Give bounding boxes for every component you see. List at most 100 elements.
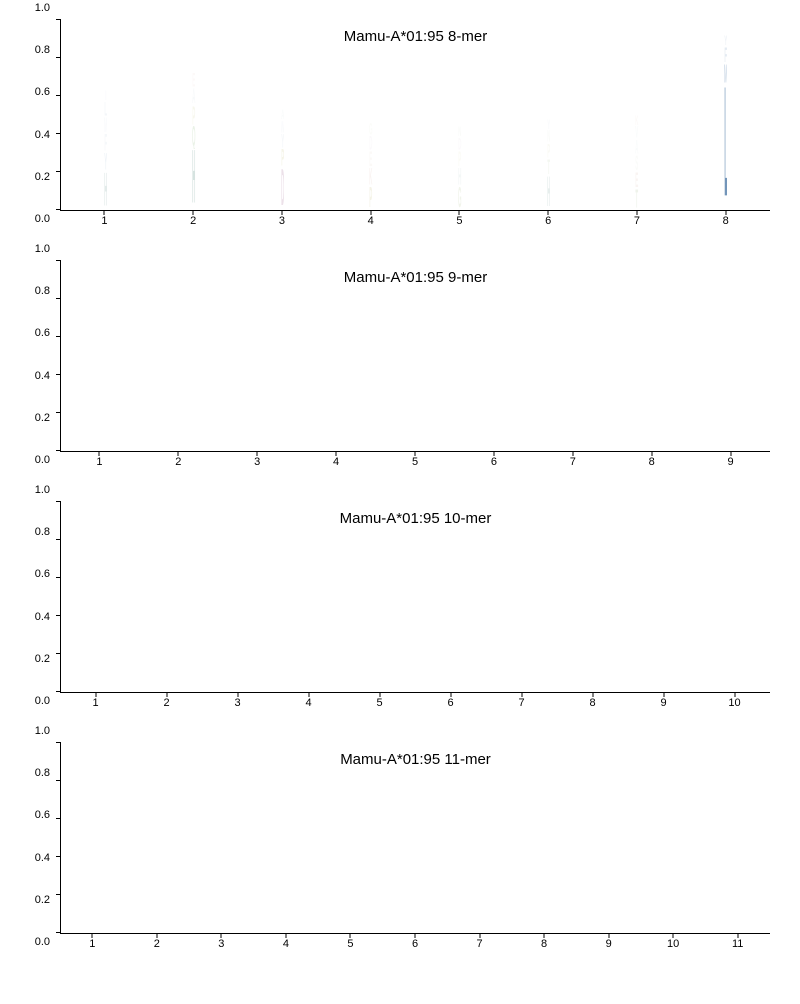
residue-D: D bbox=[281, 168, 285, 210]
x-tick-label: 1 bbox=[89, 938, 95, 950]
x-tick-label: 7 bbox=[570, 456, 576, 468]
residue-N: N bbox=[458, 126, 462, 137]
plot-area: Mamu-A*01:95 8-mer H Y F M L I H Q P A E… bbox=[60, 20, 770, 211]
x-axis: 123456789 bbox=[60, 452, 770, 472]
logo-panel-11mer: 0.00.20.40.60.81.0Mamu-A*01:95 11-mer H … bbox=[20, 743, 780, 954]
residue-D: D bbox=[458, 138, 462, 151]
residue-N: N bbox=[547, 130, 551, 143]
svg-text:P: P bbox=[370, 187, 373, 210]
residue-T: T bbox=[635, 189, 639, 210]
svg-text:P: P bbox=[192, 106, 195, 127]
position-5: N G D P E bbox=[401, 743, 486, 933]
svg-text:H: H bbox=[458, 168, 461, 187]
y-tick-label: 0.2 bbox=[35, 171, 50, 183]
residue-A: A bbox=[192, 88, 196, 105]
svg-text:H: H bbox=[104, 172, 107, 210]
svg-text:E: E bbox=[192, 73, 195, 88]
position-4: P E D G A bbox=[316, 261, 401, 451]
y-tick-label: 0.4 bbox=[35, 852, 50, 864]
svg-text:F: F bbox=[724, 47, 727, 64]
x-tick-label: 6 bbox=[412, 938, 418, 950]
residue-D: D bbox=[369, 136, 373, 151]
y-tick-label: 0.8 bbox=[35, 44, 50, 56]
x-tick-label: 9 bbox=[727, 456, 733, 468]
residue-H: H bbox=[192, 149, 196, 210]
position-2: H Q P A E bbox=[150, 20, 239, 210]
y-tick-label: 0.8 bbox=[35, 767, 50, 779]
position-3: D P Y W A bbox=[238, 20, 327, 210]
svg-text:K: K bbox=[635, 115, 638, 126]
position-6: G D P N bbox=[486, 743, 571, 933]
svg-text:A: A bbox=[192, 88, 195, 105]
residue-K: K bbox=[635, 115, 639, 126]
y-tick-label: 0.0 bbox=[35, 936, 50, 948]
svg-text:Y: Y bbox=[547, 119, 550, 130]
svg-text:E: E bbox=[636, 172, 639, 189]
position-5: G H P D N bbox=[416, 20, 505, 210]
residue-S: S bbox=[635, 155, 639, 172]
svg-text:Q: Q bbox=[192, 126, 195, 149]
plot-area: Mamu-A*01:95 9-mer M Y H F L H Q P A E D… bbox=[60, 261, 770, 452]
x-tick-label: 6 bbox=[491, 456, 497, 468]
x-tick-label: 10 bbox=[667, 938, 679, 950]
position-9: G T P N H bbox=[742, 743, 800, 933]
x-tick-label: 9 bbox=[606, 938, 612, 950]
y-tick-label: 0.8 bbox=[35, 285, 50, 297]
x-tick-label: 2 bbox=[190, 215, 196, 227]
x-tick-label: 6 bbox=[545, 215, 551, 227]
svg-text:H: H bbox=[192, 149, 195, 210]
residue-Q: Q bbox=[192, 126, 196, 149]
y-tick-label: 0.0 bbox=[35, 213, 50, 225]
y-tick-label: 0.6 bbox=[35, 327, 50, 339]
position-8: T A S E V bbox=[656, 261, 741, 451]
logo-columns: H M F Y L P H Q A D P M S E D P G E N N … bbox=[61, 743, 770, 933]
svg-text:L: L bbox=[104, 102, 107, 117]
y-tick-label: 1.0 bbox=[35, 484, 50, 496]
y-tick-label: 0.0 bbox=[35, 695, 50, 707]
residue-M: M bbox=[104, 117, 108, 134]
svg-text:D: D bbox=[458, 138, 461, 151]
residue-A: A bbox=[635, 140, 639, 155]
svg-text:Y: Y bbox=[724, 35, 727, 46]
residue-P: P bbox=[547, 144, 551, 159]
x-tick-label: 1 bbox=[101, 215, 107, 227]
x-tick-label: 4 bbox=[283, 938, 289, 950]
x-axis: 12345678 bbox=[60, 211, 770, 231]
residue-E: E bbox=[635, 172, 639, 189]
residue-P: P bbox=[458, 151, 462, 168]
svg-text:Y: Y bbox=[104, 153, 107, 172]
residue-M: M bbox=[724, 64, 728, 85]
residue-G: G bbox=[458, 187, 462, 210]
x-tick-label: 7 bbox=[518, 697, 524, 709]
residue-T: T bbox=[547, 159, 551, 176]
y-axis: 0.00.20.40.60.81.0 bbox=[20, 20, 55, 231]
plot-area: Mamu-A*01:95 11-mer H M F Y L P H Q A D … bbox=[60, 743, 770, 934]
svg-text:T: T bbox=[636, 189, 639, 210]
position-8: G P D A S bbox=[656, 743, 741, 933]
residue-Y: Y bbox=[281, 134, 285, 149]
x-tick-label: 8 bbox=[649, 456, 655, 468]
sequence-logo-figure: 0.0 0.2 0.4 0.6 0.8 1.0 Mamu-A*01:95 8-mer H Y… bbox=[20, 20, 780, 954]
position-1: M Y H F L bbox=[61, 261, 146, 451]
plot-area: Mamu-A*01:95 10-mer H M F Y L P H Q A E … bbox=[60, 502, 770, 693]
svg-text:T: T bbox=[547, 159, 550, 176]
y-tick-label: 0.6 bbox=[35, 86, 50, 98]
svg-text:D: D bbox=[281, 168, 284, 210]
y-tick-label: 0.2 bbox=[35, 894, 50, 906]
svg-text:V: V bbox=[636, 126, 639, 139]
x-tick-label: 10 bbox=[728, 697, 740, 709]
residue-G: G bbox=[369, 123, 373, 136]
position-3: D P M S E bbox=[231, 743, 316, 933]
residue-Y: Y bbox=[724, 35, 728, 46]
residue-L: L bbox=[104, 102, 108, 117]
x-tick-label: 1 bbox=[92, 697, 98, 709]
x-tick-label: 4 bbox=[333, 456, 339, 468]
x-tick-label: 11 bbox=[732, 938, 743, 950]
logo-columns: M Y H F L H Q P A E D P M H E P E D G A … bbox=[61, 261, 770, 451]
position-1: H M F Y L bbox=[61, 743, 146, 933]
residue-H: H bbox=[104, 172, 108, 210]
position-4: P K E D G bbox=[327, 20, 416, 210]
residue-Y: Y bbox=[104, 153, 108, 172]
position-7: P N G E D bbox=[571, 502, 656, 692]
svg-text:K: K bbox=[370, 168, 373, 187]
